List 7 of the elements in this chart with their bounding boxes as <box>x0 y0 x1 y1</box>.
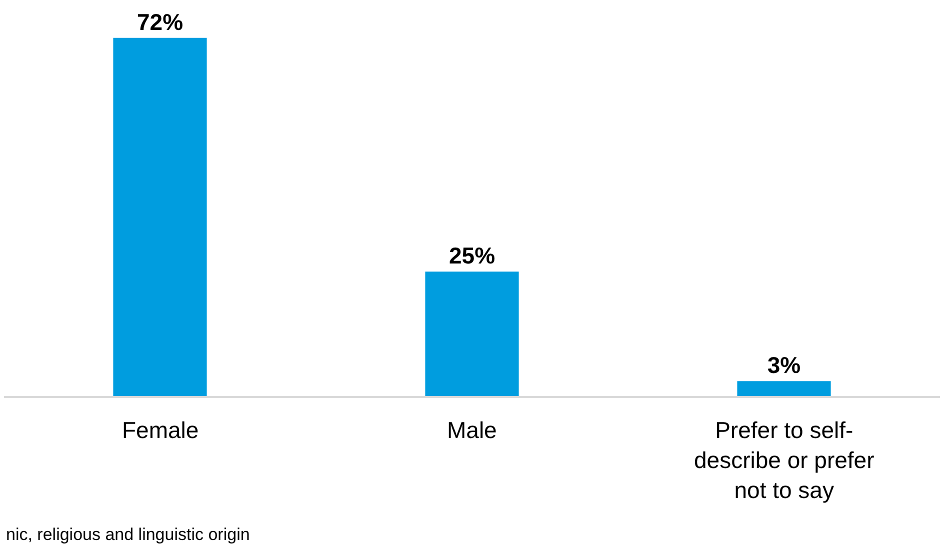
data-label: 25% <box>448 242 496 269</box>
x-tick-label: Male <box>447 417 497 443</box>
text: nic, religious and linguistic origin <box>6 525 250 544</box>
data-label: 3% <box>767 352 801 378</box>
data-label: 72% <box>136 8 184 35</box>
x-tick-label: Prefer to self-describe or prefer not to say <box>694 417 875 503</box>
x-tick-label: Female <box>122 417 199 443</box>
